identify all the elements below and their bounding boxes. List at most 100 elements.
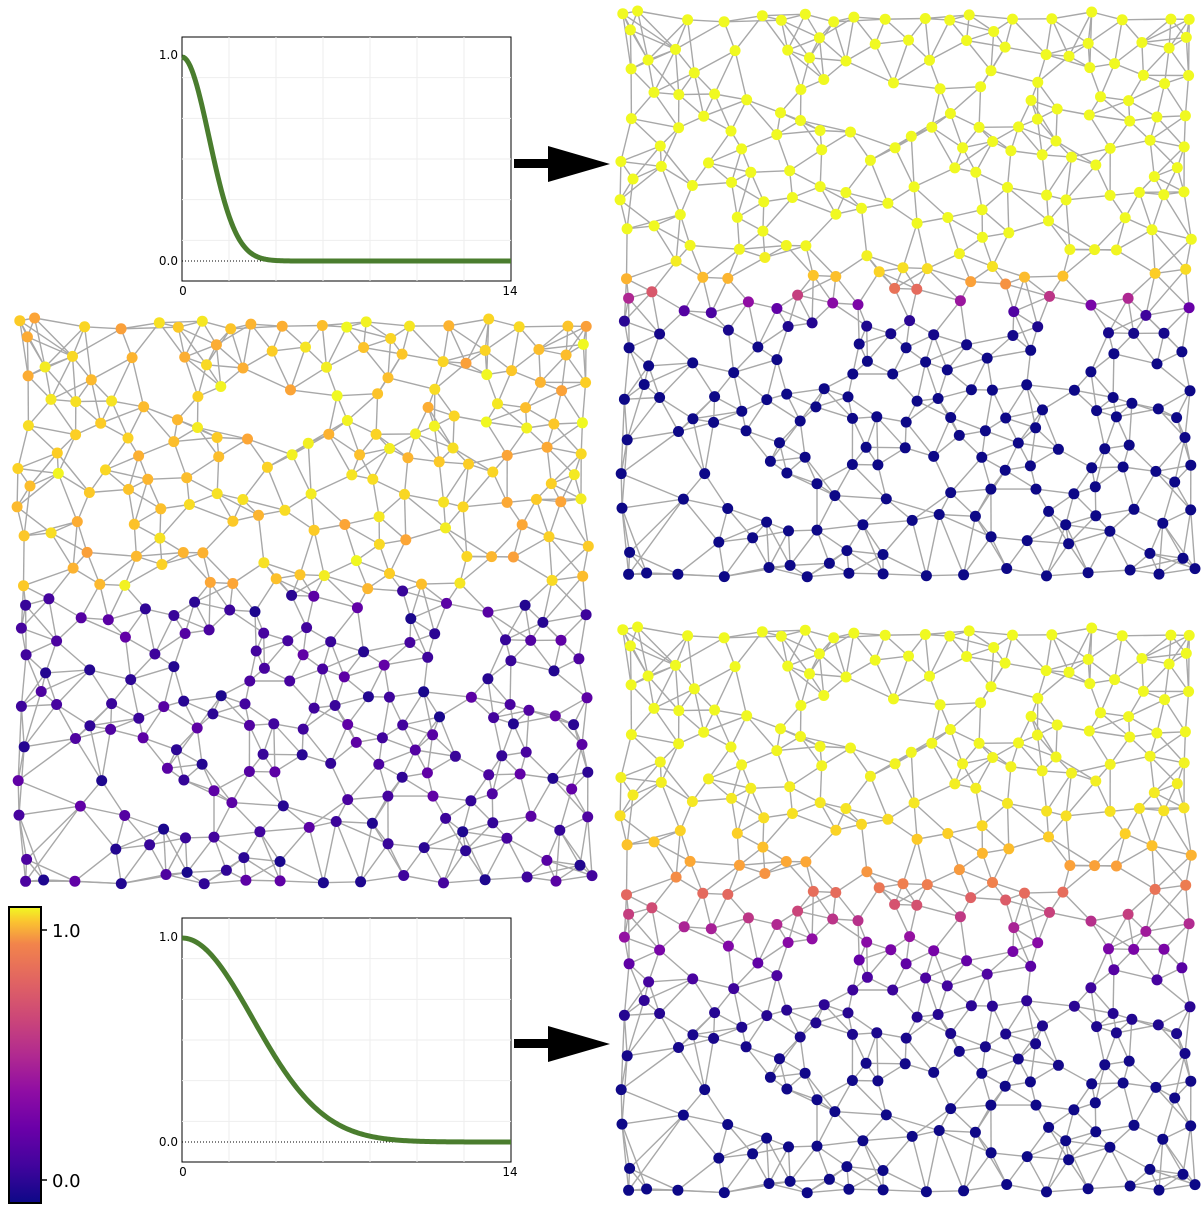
graph-edge [746, 99, 781, 114]
graph-node [39, 361, 51, 373]
graph-edge [1109, 1146, 1151, 1171]
graph-edge [629, 551, 679, 575]
graph-edge [678, 93, 715, 96]
graph-edge [115, 828, 164, 850]
graph-edge [845, 775, 871, 809]
graph-node [358, 342, 370, 353]
graph-edge [1026, 1000, 1075, 1007]
graph-edge [1162, 522, 1184, 559]
graph-node [513, 321, 525, 333]
graph-node [646, 286, 658, 298]
graph-node [1185, 1120, 1197, 1132]
graph-edge [21, 627, 57, 642]
graph-node [1089, 860, 1101, 872]
graph-edge [372, 448, 391, 480]
graph-edge [962, 1132, 977, 1191]
graph-node [811, 478, 823, 490]
graph-edge [538, 325, 569, 351]
graph-edge [75, 703, 113, 740]
graph-node [1104, 525, 1116, 537]
graph-node [126, 352, 138, 364]
graph-edge [659, 1012, 694, 1036]
graph-edge [894, 763, 915, 804]
graph-edge [388, 843, 425, 849]
graph-edge [678, 1012, 716, 1049]
graph-edge [630, 29, 676, 51]
graph-edge [273, 723, 303, 756]
graph-edge [893, 288, 911, 321]
graph-node [906, 1130, 918, 1142]
graph-edge [506, 427, 528, 456]
graph-node [887, 984, 899, 996]
graph-edge [184, 320, 203, 358]
graph-edge [959, 300, 968, 345]
graph-node [795, 731, 806, 742]
graph-edge [291, 454, 312, 495]
graph-edge [307, 443, 312, 494]
graph-node [443, 320, 455, 332]
graph-edge [660, 166, 681, 215]
graph-edge [687, 635, 725, 639]
graph-edge [462, 506, 468, 557]
graph-edge [330, 724, 349, 764]
graph-node [514, 768, 526, 780]
graph-edge [1045, 42, 1089, 56]
graph-edge [1141, 634, 1172, 660]
graph-node [625, 63, 637, 75]
graph-edge [621, 1124, 630, 1191]
graph-node [1148, 171, 1160, 183]
graph-edge [911, 492, 952, 521]
graph-edge [710, 894, 729, 930]
graph-edge [328, 433, 360, 456]
graph-node [816, 144, 828, 156]
graph-edge [487, 678, 495, 718]
graph-node [801, 571, 813, 583]
graph-edge [708, 148, 742, 164]
graph-node [115, 878, 127, 890]
graph-edge [931, 126, 956, 169]
graph-edge [1158, 1183, 1196, 1191]
graph-node [949, 162, 961, 174]
graph-edge [878, 887, 918, 906]
graph-edge [653, 665, 677, 709]
graph-edge [776, 307, 813, 324]
graph-node [203, 624, 215, 636]
graph-node [615, 156, 627, 167]
graph-edge [1156, 83, 1166, 118]
graph-node [1007, 330, 1019, 341]
graph-edge [882, 1135, 913, 1171]
graph-node [69, 875, 81, 887]
graph-edge [869, 776, 889, 820]
graph-edge [1110, 139, 1151, 150]
graph-node [614, 810, 626, 822]
graph-edge [724, 564, 791, 578]
graph-node [848, 11, 860, 23]
graph-edge [542, 614, 587, 624]
graph-edge [731, 797, 765, 819]
graph-edge [1089, 715, 1129, 732]
graph-edge [1026, 540, 1048, 577]
graph-edge [862, 1114, 887, 1142]
graph-edge [18, 815, 27, 882]
graph-node [961, 35, 973, 46]
graph-edge [799, 736, 823, 767]
graph-edge [769, 420, 801, 462]
graph-edge [1100, 712, 1131, 738]
graph-edge [858, 949, 892, 961]
graph-edge [931, 742, 956, 785]
graph-edge [647, 981, 661, 1014]
graph-edge [1127, 272, 1156, 299]
graph-edge [621, 1123, 648, 1190]
graph-node [418, 842, 430, 854]
graph-node [1003, 843, 1015, 855]
graph-node [686, 180, 698, 191]
graph-node [1019, 887, 1030, 899]
graph-node [240, 874, 252, 886]
graph-node [920, 570, 932, 582]
graph-edge [471, 696, 511, 706]
graph-node [985, 681, 997, 693]
graph-edge [347, 799, 373, 824]
graph-edge [554, 697, 588, 717]
graph-node [932, 393, 944, 404]
